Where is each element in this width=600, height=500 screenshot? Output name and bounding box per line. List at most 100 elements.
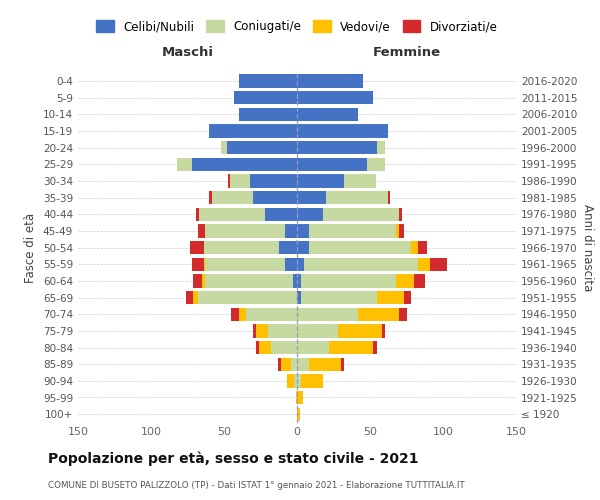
Bar bbox=[203, 241, 280, 254]
Bar bbox=[297, 108, 358, 121]
Bar bbox=[239, 308, 246, 321]
Bar bbox=[411, 241, 418, 254]
Bar bbox=[399, 208, 402, 221]
Bar bbox=[297, 224, 308, 237]
Bar bbox=[205, 258, 286, 271]
Bar bbox=[203, 258, 205, 271]
Bar bbox=[297, 358, 308, 371]
Bar bbox=[297, 208, 323, 221]
Bar bbox=[297, 391, 303, 404]
Bar bbox=[297, 308, 358, 321]
Bar bbox=[199, 208, 265, 221]
Bar bbox=[198, 224, 205, 237]
Bar bbox=[296, 391, 297, 404]
Bar bbox=[209, 124, 297, 138]
Bar bbox=[297, 258, 304, 271]
Bar bbox=[396, 224, 399, 237]
Bar bbox=[256, 341, 259, 354]
Bar bbox=[229, 174, 230, 188]
Bar bbox=[297, 91, 373, 104]
Bar bbox=[373, 341, 377, 354]
Bar bbox=[209, 191, 212, 204]
Bar bbox=[198, 291, 297, 304]
Bar bbox=[396, 274, 414, 287]
Bar bbox=[297, 274, 301, 287]
Bar bbox=[287, 374, 294, 388]
Bar bbox=[329, 341, 373, 354]
Bar bbox=[297, 324, 338, 338]
Bar bbox=[253, 324, 256, 338]
Bar bbox=[297, 191, 326, 204]
Bar bbox=[301, 374, 323, 388]
Bar bbox=[430, 258, 448, 271]
Bar bbox=[323, 208, 399, 221]
Bar bbox=[418, 241, 427, 254]
Text: Maschi: Maschi bbox=[161, 46, 214, 59]
Bar bbox=[294, 374, 297, 388]
Bar bbox=[221, 141, 227, 154]
Bar bbox=[308, 224, 396, 237]
Bar bbox=[239, 108, 297, 121]
Bar bbox=[297, 124, 388, 138]
Bar bbox=[268, 324, 297, 338]
Bar bbox=[286, 224, 297, 237]
Bar bbox=[227, 141, 297, 154]
Bar bbox=[297, 291, 301, 304]
Bar bbox=[281, 358, 291, 371]
Bar bbox=[308, 241, 411, 254]
Bar bbox=[291, 358, 297, 371]
Bar bbox=[358, 308, 399, 321]
Bar bbox=[239, 74, 297, 88]
Bar bbox=[205, 274, 293, 287]
Text: Popolazione per età, sesso e stato civile - 2021: Popolazione per età, sesso e stato civil… bbox=[48, 451, 419, 466]
Bar bbox=[253, 191, 297, 204]
Bar bbox=[297, 74, 362, 88]
Bar bbox=[286, 258, 297, 271]
Bar bbox=[297, 158, 367, 171]
Y-axis label: Anni di nascita: Anni di nascita bbox=[581, 204, 594, 291]
Bar bbox=[377, 291, 404, 304]
Bar bbox=[196, 208, 199, 221]
Bar bbox=[212, 191, 253, 204]
Bar bbox=[297, 241, 308, 254]
Bar bbox=[193, 291, 198, 304]
Text: COMUNE DI BUSETO PALIZZOLO (TP) - Dati ISTAT 1° gennaio 2021 - Elaborazione TUTT: COMUNE DI BUSETO PALIZZOLO (TP) - Dati I… bbox=[48, 480, 465, 490]
Bar bbox=[193, 274, 202, 287]
Bar bbox=[399, 308, 407, 321]
Bar bbox=[367, 158, 385, 171]
Bar bbox=[377, 141, 385, 154]
Bar bbox=[301, 274, 396, 287]
Bar bbox=[308, 358, 341, 371]
Y-axis label: Fasce di età: Fasce di età bbox=[25, 212, 37, 282]
Bar bbox=[190, 241, 203, 254]
Bar bbox=[177, 158, 192, 171]
Legend: Celibi/Nubili, Coniugati/e, Vedovi/e, Divorziati/e: Celibi/Nubili, Coniugati/e, Vedovi/e, Di… bbox=[92, 16, 502, 38]
Bar bbox=[234, 91, 297, 104]
Bar bbox=[246, 308, 297, 321]
Bar bbox=[297, 174, 344, 188]
Bar bbox=[232, 308, 239, 321]
Bar bbox=[297, 408, 300, 421]
Bar bbox=[414, 274, 425, 287]
Bar bbox=[280, 241, 297, 254]
Bar bbox=[341, 358, 344, 371]
Text: Femmine: Femmine bbox=[373, 46, 440, 59]
Bar bbox=[256, 324, 268, 338]
Bar bbox=[404, 291, 411, 304]
Bar bbox=[192, 158, 297, 171]
Bar bbox=[230, 174, 250, 188]
Bar bbox=[297, 374, 301, 388]
Bar bbox=[344, 174, 376, 188]
Bar bbox=[382, 324, 385, 338]
Bar bbox=[265, 208, 297, 221]
Bar bbox=[250, 174, 297, 188]
Bar bbox=[388, 191, 391, 204]
Bar bbox=[202, 274, 205, 287]
Bar bbox=[205, 224, 286, 237]
Bar bbox=[278, 358, 281, 371]
Bar bbox=[271, 341, 297, 354]
Bar bbox=[338, 324, 382, 338]
Bar bbox=[293, 274, 297, 287]
Bar bbox=[418, 258, 430, 271]
Bar bbox=[301, 291, 377, 304]
